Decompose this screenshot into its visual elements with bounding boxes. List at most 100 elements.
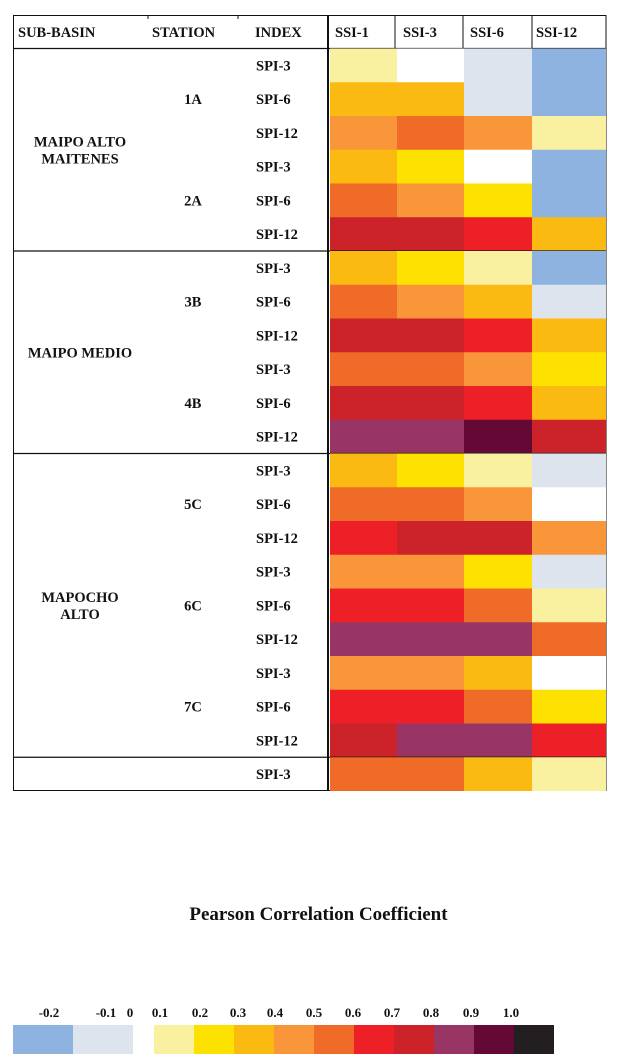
heat-cell <box>464 149 532 184</box>
index-label: SPI-6 <box>256 295 291 311</box>
legend-tick-label: 0.8 <box>423 1005 440 1020</box>
heat-cell <box>532 723 606 758</box>
column-header: SSI-12 <box>536 25 577 41</box>
heat-cell <box>397 757 464 791</box>
heat-cell <box>464 318 532 353</box>
heat-cell <box>397 48 464 83</box>
legend-tick-label: 1.0 <box>503 1005 519 1020</box>
heat-cell <box>464 723 532 758</box>
heat-cell <box>532 419 606 454</box>
sub-basin-label: MAIPO ALTO <box>34 134 126 150</box>
heat-cell <box>464 588 532 623</box>
legend-tick-label: 0.2 <box>192 1005 208 1020</box>
heat-cell <box>532 554 606 589</box>
legend-swatch <box>133 1025 154 1054</box>
legend-tick-label: -0.2 <box>39 1005 60 1020</box>
index-label: SPI-3 <box>256 463 291 479</box>
heat-cell <box>532 352 606 387</box>
index-label: SPI-3 <box>256 767 291 783</box>
heat-cell <box>464 453 532 488</box>
heat-cell <box>532 149 606 184</box>
heat-cell <box>330 48 397 83</box>
heat-cell <box>397 656 464 691</box>
heat-cell <box>532 622 606 657</box>
legend-swatch <box>274 1025 314 1054</box>
legend-swatch <box>234 1025 274 1054</box>
heat-cell <box>532 757 606 791</box>
index-label: SPI-6 <box>256 193 291 209</box>
legend-tick-label: 0.9 <box>463 1005 480 1020</box>
heat-cell <box>464 82 532 117</box>
heatmap-svg: SUB-BASIN STATION INDEX SSI-1 SSI-3 SSI-6 SSI-… <box>13 15 607 791</box>
column-header: SSI-3 <box>403 25 437 41</box>
heat-cell <box>330 521 397 556</box>
index-label: SPI-12 <box>256 227 298 243</box>
heat-cell <box>532 588 606 623</box>
heat-cell <box>397 521 464 556</box>
index-label: SPI-12 <box>256 328 298 344</box>
heat-cell <box>464 656 532 691</box>
heat-cell <box>464 689 532 724</box>
heat-cell <box>464 352 532 387</box>
heat-cell <box>330 419 397 454</box>
heat-cell <box>532 656 606 691</box>
heat-cell <box>330 116 397 151</box>
heat-cell <box>330 453 397 488</box>
heat-cell <box>464 757 532 791</box>
heat-cell <box>464 487 532 522</box>
heat-cell <box>330 723 397 758</box>
heat-cell <box>397 386 464 421</box>
heat-cell <box>397 149 464 184</box>
index-label: SPI-12 <box>256 531 298 547</box>
station-label: 3B <box>185 295 202 311</box>
heat-cell <box>330 82 397 117</box>
heat-cell <box>330 588 397 623</box>
heat-cell <box>464 622 532 657</box>
heat-cell <box>397 217 464 252</box>
sub-basin-label: MAITENES <box>41 151 118 167</box>
heat-cell <box>330 251 397 286</box>
index-label: SPI-6 <box>256 396 291 412</box>
sub-basin-label: ALTO <box>60 607 100 623</box>
heat-cell <box>330 183 397 218</box>
heat-cell <box>397 251 464 286</box>
legend-tick-label: 0 <box>127 1005 134 1020</box>
legend-tick-label: -0.1 <box>96 1005 117 1020</box>
heat-cell <box>397 284 464 319</box>
sub-basin-label: MAIPO MEDIO <box>28 345 132 361</box>
index-label: SPI-12 <box>256 632 298 648</box>
heat-cell <box>532 521 606 556</box>
legend-swatch <box>354 1025 394 1054</box>
index-label: SPI-12 <box>256 430 298 446</box>
index-label: SPI-6 <box>256 497 291 513</box>
index-label: SPI-6 <box>256 598 291 614</box>
heat-cell <box>330 318 397 353</box>
legend-tick-label: 0.5 <box>306 1005 323 1020</box>
heat-cell <box>464 48 532 83</box>
column-header: SSI-6 <box>470 25 504 41</box>
heat-cell <box>397 689 464 724</box>
heat-cell <box>532 116 606 151</box>
heat-cell <box>532 217 606 252</box>
heat-cell <box>330 554 397 589</box>
heat-cell <box>330 352 397 387</box>
heat-cell <box>397 318 464 353</box>
heat-cell <box>464 521 532 556</box>
index-label: SPI-3 <box>256 58 291 74</box>
index-label: SPI-12 <box>256 126 298 142</box>
legend-swatch <box>474 1025 514 1054</box>
legend-tick-label: 0.6 <box>345 1005 362 1020</box>
station-label: 4B <box>185 396 202 412</box>
index-label: SPI-3 <box>256 160 291 176</box>
color-legend: -0.2 -0.1 0 0.1 0.2 0.3 0.4 0.5 0.6 0.7 0.8 0.9 1.0 <box>13 1005 554 1054</box>
legend-swatch <box>394 1025 434 1054</box>
index-label: SPI-6 <box>256 700 291 716</box>
heat-cell <box>397 723 464 758</box>
heat-cell <box>464 554 532 589</box>
legend-swatch <box>314 1025 354 1054</box>
heat-cell <box>330 757 397 791</box>
heat-cell <box>532 453 606 488</box>
legend-swatch <box>434 1025 474 1054</box>
heat-cell <box>532 318 606 353</box>
